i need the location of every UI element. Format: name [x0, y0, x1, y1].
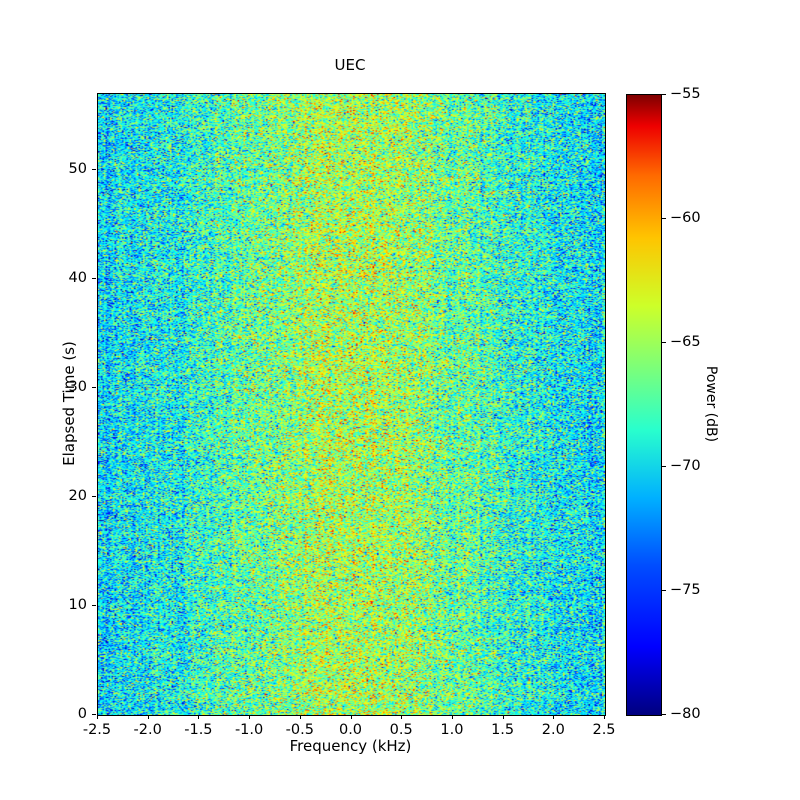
- y-tick-label: 20: [68, 488, 87, 505]
- x-tick-label: 2.5: [592, 722, 616, 738]
- x-tick-mark: [97, 715, 98, 719]
- spectrogram-plot-area: [97, 93, 606, 716]
- x-tick-mark: [299, 715, 301, 719]
- colorbar-tick-mark: [662, 94, 666, 95]
- x-tick-mark: [350, 715, 352, 719]
- y-tick-label: 30: [68, 379, 87, 396]
- colorbar-tick-mark: [662, 342, 666, 343]
- colorbar-tick-label: −80: [670, 706, 701, 722]
- y-tick-mark: [92, 714, 96, 715]
- colorbar-tick-label: −75: [670, 582, 701, 598]
- x-axis-label: Frequency (kHz): [289, 737, 412, 755]
- colorbar-tick-mark: [662, 714, 666, 715]
- colorbar-tick-label: −70: [670, 458, 701, 474]
- x-tick-mark: [451, 715, 453, 719]
- y-tick-label: 40: [68, 270, 87, 287]
- colorbar-gradient: [627, 95, 661, 715]
- x-tick-label: -1.5: [184, 722, 213, 738]
- x-tick-mark: [147, 715, 149, 719]
- y-tick-label: 0: [77, 706, 87, 722]
- x-tick-label: 0.0: [338, 722, 363, 738]
- x-tick-mark: [401, 715, 403, 719]
- x-tick-mark: [553, 715, 555, 719]
- x-tick-label: 1.5: [491, 722, 515, 738]
- title-line-station: UEC: [334, 56, 366, 74]
- y-tick-mark: [92, 496, 96, 498]
- y-tick-mark: [92, 605, 96, 607]
- x-tick-label: 1.0: [440, 722, 464, 738]
- x-tick-mark: [502, 715, 504, 719]
- colorbar-tick-label: −60: [670, 210, 701, 226]
- x-tick-label: -0.5: [285, 722, 314, 738]
- y-tick-mark: [92, 169, 96, 171]
- x-tick-mark: [198, 715, 200, 719]
- x-tick-label: -1.0: [234, 722, 264, 738]
- colorbar-tick-mark: [662, 218, 666, 219]
- colorbar-tick-mark: [662, 590, 666, 591]
- colorbar-label: Power (dB): [703, 365, 719, 443]
- y-tick-mark: [92, 387, 96, 389]
- x-tick-label: 0.5: [389, 722, 413, 738]
- y-axis-label: Elapsed Time (s): [60, 341, 78, 466]
- colorbar-tick-mark: [662, 466, 666, 467]
- colorbar: [626, 94, 662, 716]
- y-tick-mark: [92, 278, 96, 280]
- x-tick-mark: [249, 715, 251, 719]
- y-tick-label: 50: [68, 161, 87, 178]
- x-tick-label: 2.0: [541, 722, 565, 738]
- x-tick-label: -2.0: [133, 722, 162, 738]
- colorbar-tick-label: −65: [670, 334, 701, 350]
- colorbar-tick-label: −55: [670, 86, 701, 102]
- y-tick-label: 10: [68, 597, 87, 614]
- x-tick-label: -2.5: [82, 722, 112, 738]
- spectrogram-image: [98, 94, 605, 715]
- x-tick-mark: [604, 715, 605, 719]
